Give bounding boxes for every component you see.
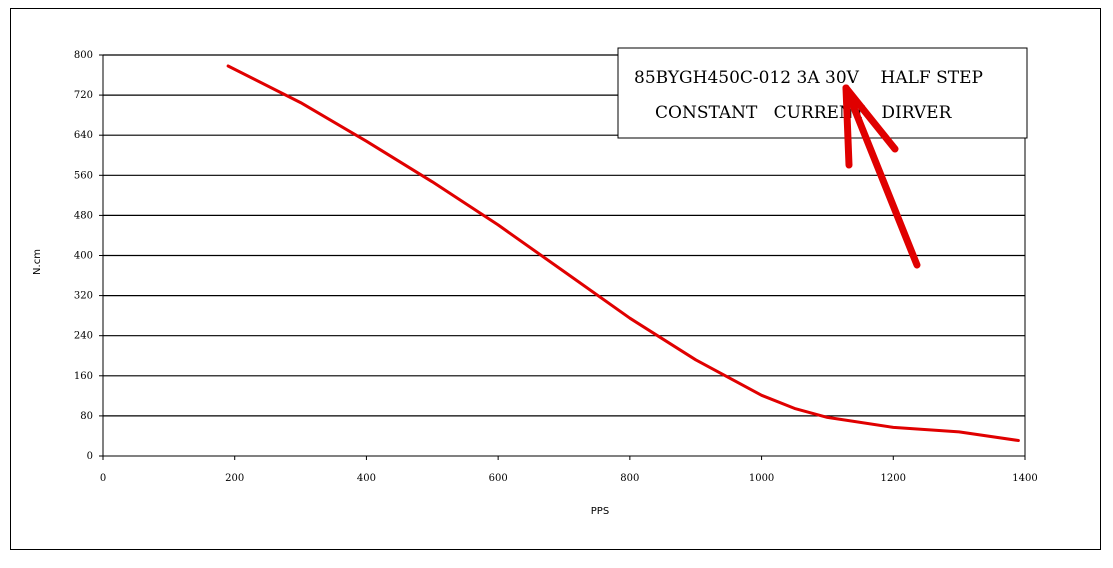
legend-frame [617, 47, 1028, 139]
y-tick-label-400: 400 [74, 251, 93, 262]
y-axis-label: N.cm [32, 249, 43, 275]
y-tick-label-80: 80 [80, 411, 93, 422]
x-tick-label-0: 0 [100, 473, 106, 484]
y-tick-label-320: 320 [74, 291, 93, 302]
legend-box: 85BYGH450C-012 3A 30V HALF STEP CONSTANT… [617, 47, 1028, 139]
y-tick-label-800: 800 [74, 50, 93, 61]
y-tick-label-0: 0 [87, 451, 93, 462]
y-tick-label-240: 240 [74, 331, 93, 342]
red-arrow-annotation [842, 84, 921, 269]
y-tick-label-160: 160 [74, 371, 93, 382]
x-tick-label-1200: 1200 [881, 473, 906, 484]
x-tick-label-1000: 1000 [749, 473, 774, 484]
grid-layer [103, 54, 1025, 417]
arrow-head-right [842, 84, 899, 153]
x-tick-label-600: 600 [489, 473, 508, 484]
y-tick-label-720: 720 [74, 90, 93, 101]
series-line-0 [226, 64, 1020, 442]
series-layer [226, 64, 1020, 442]
x-tick-label-200: 200 [225, 473, 244, 484]
y-tick-label-560: 560 [74, 170, 93, 181]
legend-line-1: 85BYGH450C-012 3A 30V HALF STEP [634, 68, 983, 88]
legend-line-2: CONSTANT CURRENT DIRVER [655, 103, 953, 123]
x-tick-label-400: 400 [357, 473, 376, 484]
y-tick-label-480: 480 [74, 210, 93, 221]
arrow-shaft [842, 84, 921, 269]
x-axis-label: PPS [591, 506, 609, 517]
arrow-head-left [842, 84, 853, 169]
y-tick-label-640: 640 [74, 130, 93, 141]
x-tick-label-800: 800 [620, 473, 639, 484]
x-tick-label-1400: 1400 [1012, 473, 1037, 484]
